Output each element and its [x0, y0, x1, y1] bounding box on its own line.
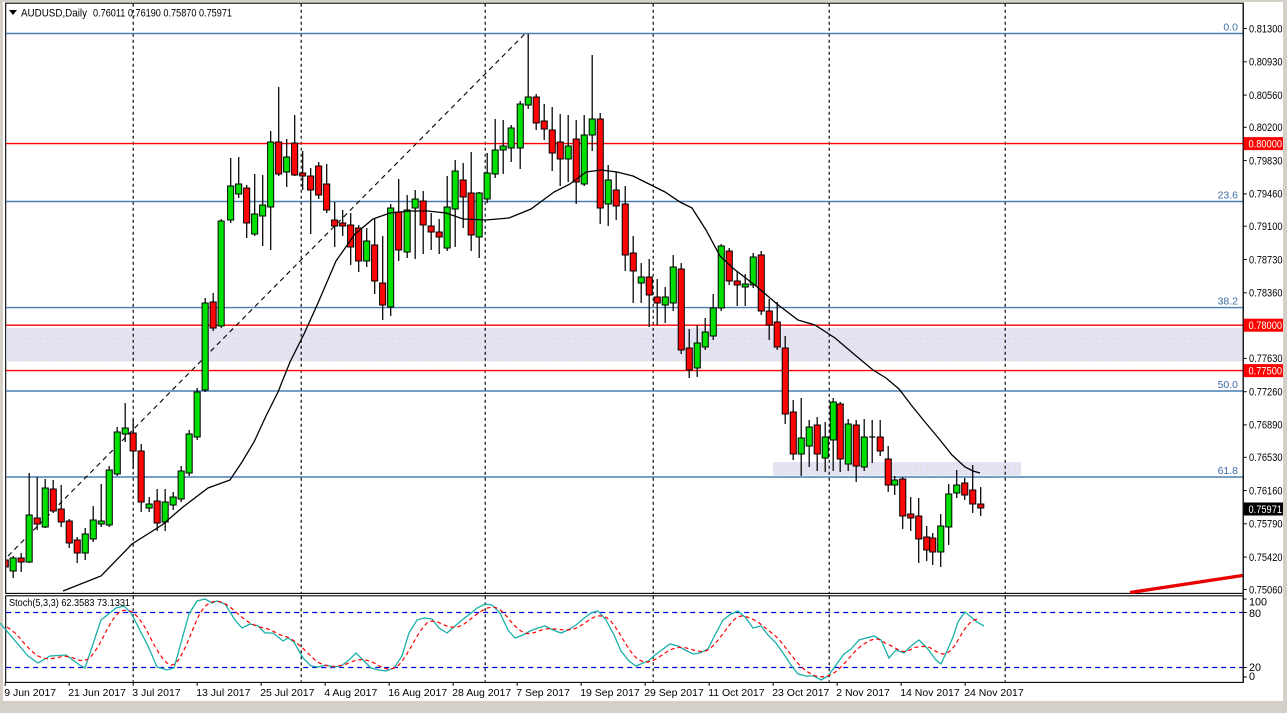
svg-text:0.77630: 0.77630 — [1249, 353, 1283, 365]
svg-text:0: 0 — [1249, 671, 1255, 683]
svg-text:16 Aug 2017: 16 Aug 2017 — [388, 687, 447, 699]
svg-text:20: 20 — [1249, 662, 1261, 674]
svg-text:3 Jul 2017: 3 Jul 2017 — [132, 687, 181, 699]
svg-text:0.76160: 0.76160 — [1249, 485, 1283, 497]
svg-text:23.6: 23.6 — [1218, 190, 1239, 202]
svg-text:0.80560: 0.80560 — [1249, 90, 1283, 102]
svg-text:0.80000: 0.80000 — [1249, 138, 1283, 150]
svg-text:0.75420: 0.75420 — [1249, 552, 1283, 564]
svg-text:0.80930: 0.80930 — [1249, 57, 1283, 69]
svg-text:7 Sep 2017: 7 Sep 2017 — [516, 687, 570, 699]
svg-text:14 Nov 2017: 14 Nov 2017 — [900, 687, 960, 699]
svg-text:19 Sep 2017: 19 Sep 2017 — [580, 687, 640, 699]
svg-text:100: 100 — [1249, 596, 1267, 608]
svg-text:0.80200: 0.80200 — [1249, 122, 1283, 134]
svg-text:0.76530: 0.76530 — [1249, 452, 1283, 464]
svg-text:0.78730: 0.78730 — [1249, 254, 1283, 266]
svg-text:0.79830: 0.79830 — [1249, 155, 1283, 167]
svg-text:0.77500: 0.77500 — [1249, 365, 1283, 377]
svg-text:0.78000: 0.78000 — [1249, 320, 1283, 332]
svg-text:0.79460: 0.79460 — [1249, 189, 1283, 201]
svg-text:0.77260: 0.77260 — [1249, 387, 1283, 399]
svg-text:9 Jun 2017: 9 Jun 2017 — [4, 687, 56, 699]
svg-text:4 Aug 2017: 4 Aug 2017 — [324, 687, 377, 699]
svg-text:61.8: 61.8 — [1218, 465, 1239, 477]
svg-text:80: 80 — [1249, 608, 1261, 620]
svg-text:11 Oct 2017: 11 Oct 2017 — [708, 687, 765, 699]
svg-text:28 Aug 2017: 28 Aug 2017 — [452, 687, 511, 699]
svg-text:23 Oct 2017: 23 Oct 2017 — [772, 687, 829, 699]
svg-text:24 Nov 2017: 24 Nov 2017 — [964, 687, 1024, 699]
svg-text:0.76890: 0.76890 — [1249, 420, 1283, 432]
svg-text:0.75790: 0.75790 — [1249, 519, 1283, 531]
svg-text:0.75060: 0.75060 — [1249, 584, 1283, 596]
svg-text:38.2: 38.2 — [1218, 296, 1239, 308]
svg-text:50.0: 50.0 — [1218, 379, 1239, 391]
svg-text:13 Jul 2017: 13 Jul 2017 — [196, 687, 250, 699]
svg-text:21 Jun 2017: 21 Jun 2017 — [68, 687, 126, 699]
svg-text:Stoch(5,3,3) 62.3583 73.1331: Stoch(5,3,3) 62.3583 73.1331 — [9, 597, 130, 609]
svg-text:2 Nov 2017: 2 Nov 2017 — [836, 687, 890, 699]
svg-text:0.0: 0.0 — [1223, 22, 1238, 34]
svg-text:0.81300: 0.81300 — [1249, 23, 1283, 35]
svg-text:29 Sep 2017: 29 Sep 2017 — [644, 687, 704, 699]
svg-text:25 Jul 2017: 25 Jul 2017 — [260, 687, 314, 699]
svg-text:0.78360: 0.78360 — [1249, 288, 1283, 300]
svg-text:0.79100: 0.79100 — [1249, 221, 1283, 233]
svg-text:0.75971: 0.75971 — [1249, 504, 1283, 516]
